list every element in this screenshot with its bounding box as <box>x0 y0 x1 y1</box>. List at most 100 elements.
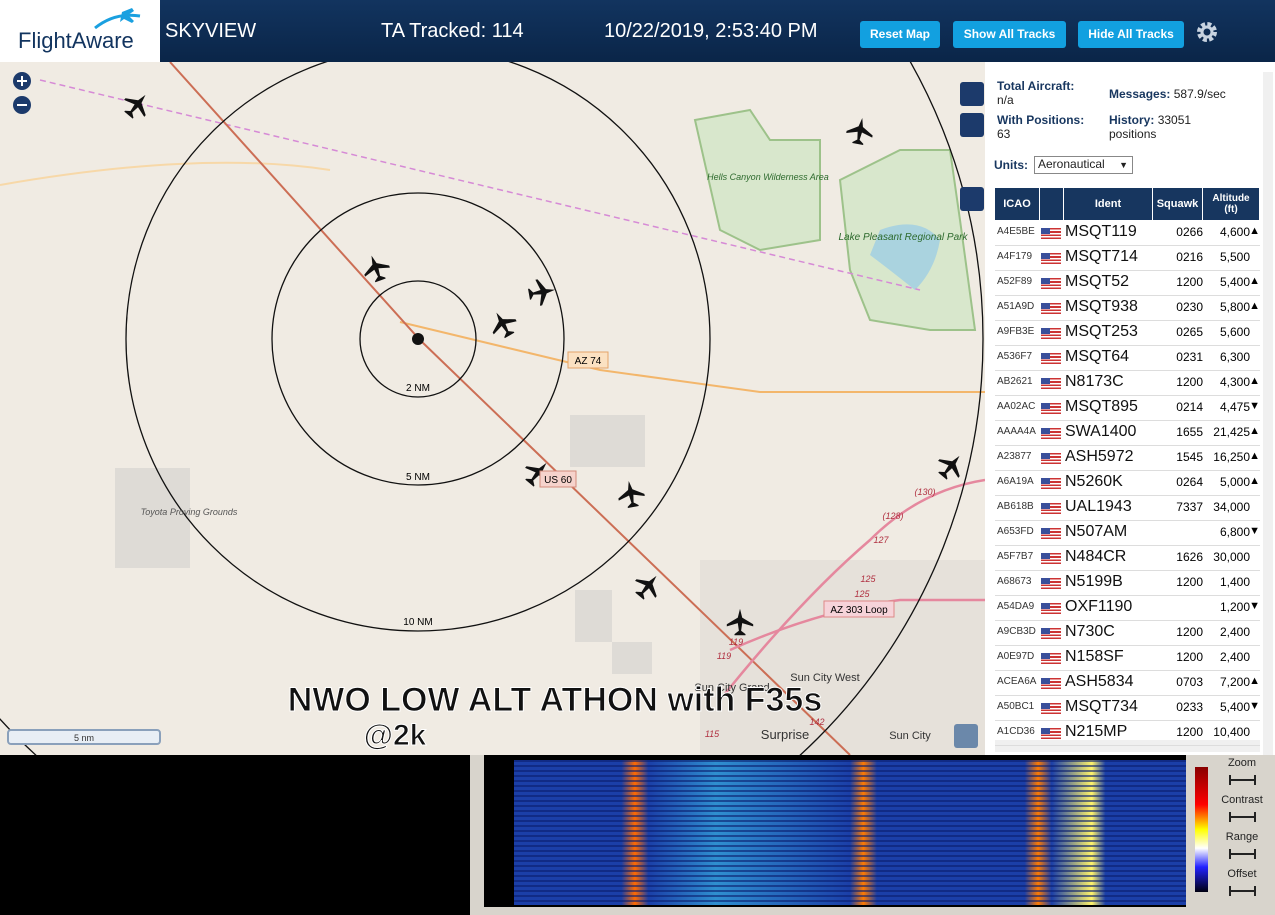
flag <box>1041 253 1061 264</box>
flag-canton <box>1041 228 1050 234</box>
table-row[interactable]: A5F7B7 N484CR 1626 30,000 <box>995 545 1260 571</box>
column-header[interactable]: Altitude (ft) <box>1203 188 1260 220</box>
table-row[interactable]: ACEA6A ASH5834 0703 7,200 ▲ <box>995 670 1260 696</box>
column-header[interactable]: Squawk <box>1153 188 1203 220</box>
control-slider[interactable] <box>1229 849 1256 859</box>
squawk: 1200 <box>1176 625 1203 639</box>
zoom-controls[interactable] <box>13 72 31 114</box>
column-header[interactable]: Ident <box>1064 188 1153 220</box>
table-row[interactable]: A1CD36 N215MP 1200 10,400 <box>995 720 1260 746</box>
table-row[interactable]: A0E97D N158SF 1200 2,400 <box>995 645 1260 671</box>
flag <box>1041 553 1061 564</box>
icao: AAAA4A <box>997 426 1036 437</box>
control-slider[interactable] <box>1229 775 1256 785</box>
squawk: 0265 <box>1176 325 1203 339</box>
show-tracks-button[interactable]: Show All Tracks <box>953 21 1066 48</box>
route-number: (130) <box>914 487 935 497</box>
table-row[interactable]: A536F7 MSQT64 0231 6,300 <box>995 345 1260 371</box>
squawk: 1200 <box>1176 575 1203 589</box>
flag <box>1041 303 1061 314</box>
stat-label: With Positions: <box>997 113 1085 127</box>
ident: N158SF <box>1065 648 1124 665</box>
icao: A9CB3D <box>997 626 1036 637</box>
caption: NWO LOW ALT ATHON with F35s <box>288 681 823 719</box>
table-row[interactable]: A4F179 MSQT714 0216 5,500 <box>995 245 1260 271</box>
reset-map-button[interactable]: Reset Map <box>860 21 940 48</box>
control-slider[interactable] <box>1229 886 1256 896</box>
flag-canton <box>1041 603 1050 609</box>
trend: ▲ <box>1249 300 1260 312</box>
table-row[interactable]: A52F89 MSQT52 1200 5,400 ▲ <box>995 270 1260 296</box>
squawk: 1200 <box>1176 725 1203 739</box>
table-row[interactable]: A9FB3E MSQT253 0265 5,600 <box>995 320 1260 346</box>
table-row[interactable]: AB618B UAL1943 7337 34,000 <box>995 495 1260 521</box>
flag <box>1041 478 1061 489</box>
ident: UAL1943 <box>1065 498 1132 515</box>
ident: MSQT119 <box>1065 223 1137 240</box>
table-row[interactable]: A9CB3D N730C 1200 2,400 <box>995 620 1260 646</box>
altitude: 2,400 <box>1219 650 1250 664</box>
table-row[interactable]: A6A19A N5260K 0264 5,000 ▲ <box>995 470 1260 496</box>
route-number: 119 <box>717 651 731 661</box>
icao: A51A9D <box>997 301 1035 312</box>
altitude: 30,000 <box>1213 550 1250 564</box>
table-row[interactable]: AAAA4A SWA1400 1655 21,425 ▲ <box>995 420 1260 446</box>
column-header[interactable]: ICAO <box>995 188 1040 220</box>
table-row[interactable]: A54DA9 OXF1190 1,200 ▼ <box>995 595 1260 621</box>
icao: A9FB3E <box>997 326 1035 337</box>
flag-canton <box>1041 403 1050 409</box>
map-tool-buttons[interactable] <box>954 82 984 748</box>
place-label: Sun City Grand <box>694 682 769 694</box>
altitude: 6,300 <box>1219 350 1250 364</box>
ident: MSQT253 <box>1065 323 1138 340</box>
squawk: 1200 <box>1176 275 1203 289</box>
units-select[interactable]: Aeronautical ▼ <box>1034 156 1133 174</box>
scrollbar[interactable] <box>1263 72 1273 755</box>
aircraft <box>938 455 960 480</box>
ident: MSQT714 <box>1065 248 1138 265</box>
altitude: 7,200 <box>1219 675 1250 689</box>
trend: ▲ <box>1249 450 1260 462</box>
table-row[interactable]: A23877 ASH5972 1545 16,250 ▲ <box>995 445 1260 471</box>
flag-canton <box>1041 728 1050 734</box>
trend: ▼ <box>1249 700 1260 712</box>
altitude: 5,500 <box>1219 250 1250 264</box>
hide-tracks-button[interactable]: Hide All Tracks <box>1078 21 1184 48</box>
control-label: Zoom <box>1228 757 1256 769</box>
icao: A536F7 <box>997 351 1033 362</box>
ident: SWA1400 <box>1065 423 1137 440</box>
table-row[interactable]: A50BC1 MSQT734 0233 5,400 ▼ <box>995 695 1260 721</box>
aircraft <box>124 94 146 119</box>
flag-canton <box>1041 503 1050 509</box>
table-row[interactable]: A68673 N5199B 1200 1,400 <box>995 570 1260 596</box>
flag-canton <box>1041 253 1050 259</box>
table-row[interactable]: AA02AC MSQT895 0214 4,475 ▼ <box>995 395 1260 421</box>
map[interactable]: 2 NM 5 NM 10 NM AZ 74 US 60 AZ 303 Loop … <box>0 62 985 755</box>
table-row[interactable]: A51A9D MSQT938 0230 5,800 ▲ <box>995 295 1260 321</box>
ident: ASH5972 <box>1065 448 1134 465</box>
squawk: 0214 <box>1176 400 1203 414</box>
altitude: 4,300 <box>1219 375 1250 389</box>
stat: Messages: 587.9/sec <box>1109 87 1226 101</box>
altitude: 5,400 <box>1219 275 1250 289</box>
trend: ▼ <box>1249 600 1260 612</box>
table-row[interactable]: AB2621 N8173C 1200 4,300 ▲ <box>995 370 1260 396</box>
ident: MSQT64 <box>1065 348 1130 365</box>
control-slider[interactable] <box>1229 812 1256 822</box>
squawk: 0264 <box>1176 475 1203 489</box>
ident: MSQT52 <box>1065 273 1130 290</box>
route-number: 115 <box>705 729 720 739</box>
logo[interactable]: FlightAware <box>0 0 160 62</box>
flag-canton <box>1041 353 1050 359</box>
icao: A50BC1 <box>997 701 1035 712</box>
h-scrollbar[interactable] <box>995 740 1260 752</box>
altitude: 4,600 <box>1219 225 1250 239</box>
aircraft <box>635 575 657 600</box>
table-row[interactable]: A653FD N507AM 6,800 ▼ <box>995 520 1260 546</box>
settings-icon[interactable] <box>1195 20 1219 44</box>
place-label: Toyota Proving Grounds <box>141 507 238 517</box>
icao: A54DA9 <box>997 601 1035 612</box>
table-row[interactable]: A4E5BE MSQT119 0266 4,600 ▲ <box>995 220 1260 246</box>
stat-value: 587.9/sec <box>1173 87 1226 101</box>
squawk: 1545 <box>1176 450 1203 464</box>
